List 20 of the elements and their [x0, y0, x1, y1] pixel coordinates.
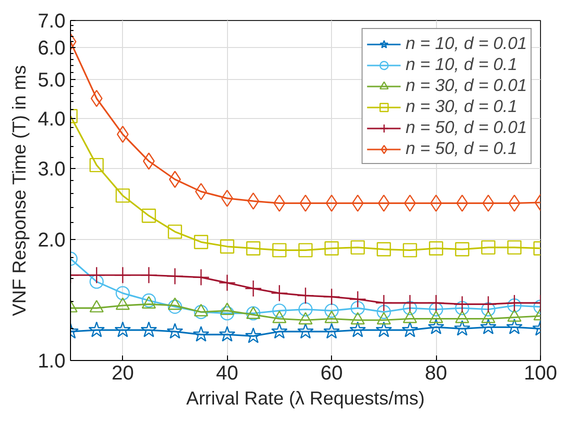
- y-tick-label: 2.0: [38, 229, 66, 252]
- x-tick-label: 100: [524, 362, 558, 384]
- x-tick-label: 40: [216, 362, 238, 384]
- x-axis-title: Arrival Rate (λ Requests/ms): [186, 388, 425, 408]
- x-tick-label: 80: [424, 362, 448, 384]
- legend-label: n = 10, d = 0.1: [406, 54, 518, 75]
- y-tick-label: 1.0: [38, 350, 66, 372]
- x-tick-label: 60: [320, 362, 343, 384]
- y-tick-label: 6.0: [38, 37, 66, 60]
- y-axis-title: VNF Response Time (T) in ms: [8, 65, 30, 316]
- y-tick-label: 7.0: [38, 10, 66, 32]
- legend-label: n = 50, d = 0.01: [406, 117, 527, 138]
- legend-label: n = 10, d = 0.01: [406, 33, 527, 54]
- legend-label: n = 50, d = 0.1: [406, 138, 518, 159]
- y-tick-label: 3.0: [38, 158, 66, 181]
- x-tick-label: 20: [112, 362, 134, 384]
- legend-label: n = 30, d = 0.01: [406, 75, 527, 96]
- y-tick-label: 5.0: [38, 69, 66, 92]
- legend-label: n = 30, d = 0.1: [406, 96, 518, 117]
- y-tick-label: 4.0: [38, 108, 66, 130]
